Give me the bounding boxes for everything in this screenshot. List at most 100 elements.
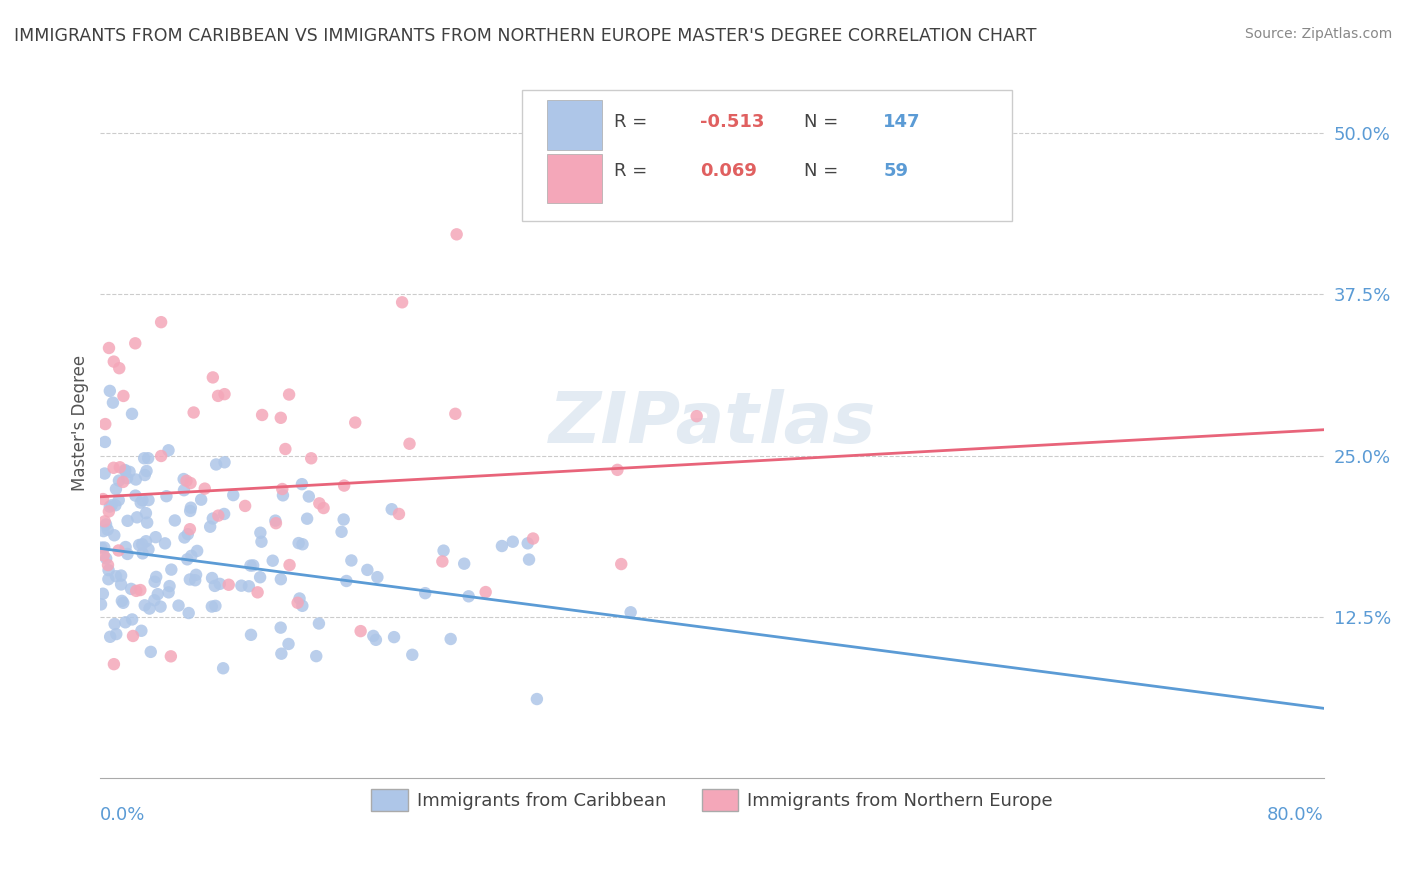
Point (444, 407, 467, 421)
Point (201, 571, 224, 585)
Point (96, 551, 118, 566)
Point (163, 513, 186, 527)
Point (91, 587, 114, 601)
Point (121, 407, 143, 421)
Point (330, 524, 353, 539)
Point (138, 493, 160, 508)
Point (194, 482, 217, 496)
Point (207, 508, 229, 523)
FancyBboxPatch shape (523, 90, 1012, 221)
Point (517, 552, 540, 566)
Text: R =: R = (614, 162, 654, 180)
Point (98, 500, 121, 514)
Point (111, 594, 134, 608)
Text: N =: N = (804, 112, 844, 131)
Legend: Immigrants from Caribbean, Immigrants from Northern Europe: Immigrants from Caribbean, Immigrants fr… (364, 782, 1060, 819)
Point (287, 536, 309, 550)
Point (173, 483, 195, 498)
Point (118, 465, 141, 479)
Point (117, 514, 139, 528)
Point (108, 361, 131, 376)
Point (291, 537, 314, 551)
Point (308, 496, 330, 510)
Point (381, 502, 404, 516)
Point (98, 384, 121, 398)
Point (516, 536, 538, 550)
Point (103, 460, 125, 475)
Point (94, 417, 117, 431)
Point (135, 506, 157, 520)
Point (366, 570, 388, 584)
Point (288, 591, 311, 606)
Point (104, 482, 127, 496)
Point (474, 585, 496, 599)
Point (270, 572, 292, 586)
Point (274, 442, 297, 456)
Point (179, 573, 201, 587)
Point (238, 579, 260, 593)
Point (114, 615, 136, 630)
Point (103, 354, 125, 368)
Point (131, 537, 153, 551)
Point (91, 491, 114, 506)
Point (249, 570, 271, 584)
Point (176, 474, 198, 488)
Text: ZIPatlas: ZIPatlas (548, 389, 876, 458)
Point (125, 583, 148, 598)
Point (333, 478, 356, 492)
Point (129, 582, 152, 597)
Point (271, 488, 294, 502)
Point (146, 587, 169, 601)
Point (111, 475, 134, 489)
Point (103, 657, 125, 672)
FancyBboxPatch shape (547, 101, 602, 150)
Point (502, 534, 524, 549)
Point (413, 586, 436, 600)
Point (160, 649, 183, 664)
Point (105, 627, 128, 641)
Point (349, 624, 371, 639)
Point (101, 395, 124, 409)
Point (382, 630, 405, 644)
Point (308, 616, 330, 631)
Point (107, 493, 129, 508)
Point (685, 409, 707, 424)
Point (108, 474, 131, 488)
Point (291, 599, 314, 613)
Point (157, 443, 180, 458)
Point (212, 507, 235, 521)
Point (278, 387, 301, 401)
Point (97, 572, 120, 586)
Point (239, 558, 262, 573)
Point (150, 449, 173, 463)
Point (291, 477, 314, 491)
Point (231, 579, 253, 593)
Point (233, 499, 256, 513)
Point (299, 451, 322, 466)
Text: IMMIGRANTS FROM CARIBBEAN VS IMMIGRANTS FROM NORTHERN EUROPE MASTER'S DEGREE COR: IMMIGRANTS FROM CARIBBEAN VS IMMIGRANTS … (14, 27, 1036, 45)
Point (214, 387, 236, 401)
Point (204, 579, 226, 593)
Point (93, 514, 115, 528)
Text: Source: ZipAtlas.com: Source: ZipAtlas.com (1244, 27, 1392, 41)
Point (610, 557, 633, 571)
Point (143, 593, 166, 607)
Point (270, 410, 292, 425)
Point (364, 632, 387, 647)
Text: R =: R = (614, 112, 654, 131)
Point (183, 405, 205, 419)
Point (177, 606, 200, 620)
Point (179, 522, 201, 536)
Point (277, 637, 299, 651)
Point (135, 464, 157, 478)
Point (620, 605, 643, 619)
Point (125, 510, 148, 524)
Point (103, 528, 125, 542)
Point (114, 463, 136, 477)
Point (159, 579, 181, 593)
Point (131, 546, 153, 560)
Point (129, 496, 152, 510)
Point (110, 568, 132, 582)
Point (117, 547, 139, 561)
Text: 59: 59 (883, 162, 908, 180)
